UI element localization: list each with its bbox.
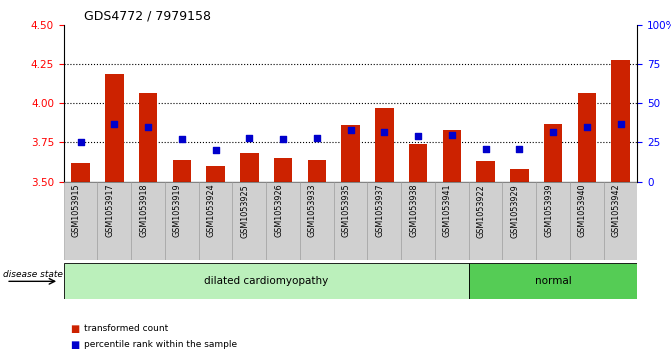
Bar — [300, 182, 333, 260]
Bar — [476, 161, 495, 182]
Bar — [232, 182, 266, 260]
Point — [615, 121, 626, 127]
Point — [176, 136, 187, 142]
Point — [446, 132, 457, 138]
Bar — [469, 182, 503, 260]
Text: GSM1053940: GSM1053940 — [578, 184, 587, 237]
Text: GSM1053941: GSM1053941 — [443, 184, 452, 237]
Point — [548, 129, 558, 134]
Text: disease state: disease state — [3, 270, 63, 279]
Bar — [266, 182, 300, 260]
Point — [278, 136, 289, 142]
Bar — [368, 182, 401, 260]
Bar — [469, 263, 637, 299]
Bar — [206, 166, 225, 182]
Text: GSM1053935: GSM1053935 — [342, 184, 350, 237]
Bar — [172, 160, 191, 182]
Text: GSM1053917: GSM1053917 — [105, 184, 114, 237]
Bar — [409, 144, 427, 182]
Text: normal: normal — [535, 276, 572, 286]
Point — [210, 147, 221, 153]
Bar — [375, 108, 394, 182]
Bar — [578, 93, 596, 182]
Text: GDS4772 / 7979158: GDS4772 / 7979158 — [84, 9, 211, 22]
Text: dilated cardiomyopathy: dilated cardiomyopathy — [204, 276, 328, 286]
Text: GSM1053919: GSM1053919 — [173, 184, 182, 237]
Bar — [97, 182, 132, 260]
Bar — [274, 158, 293, 182]
Bar — [240, 154, 258, 182]
Bar — [342, 125, 360, 182]
Text: GSM1053915: GSM1053915 — [72, 184, 81, 237]
Point — [514, 146, 525, 152]
Text: GSM1053937: GSM1053937 — [375, 184, 384, 237]
Bar — [307, 160, 326, 182]
Bar — [435, 182, 469, 260]
Text: GSM1053922: GSM1053922 — [476, 184, 486, 238]
Text: transformed count: transformed count — [84, 324, 168, 333]
Point — [75, 140, 86, 146]
Bar — [510, 169, 529, 182]
Text: GSM1053918: GSM1053918 — [139, 184, 148, 237]
Point — [345, 127, 356, 133]
Point — [311, 135, 322, 141]
Bar — [570, 182, 604, 260]
Bar — [544, 124, 562, 182]
Bar — [333, 182, 368, 260]
Bar — [443, 130, 461, 182]
Point — [413, 133, 423, 139]
Bar — [503, 182, 536, 260]
Text: percentile rank within the sample: percentile rank within the sample — [84, 340, 237, 349]
Bar — [165, 182, 199, 260]
Text: GSM1053933: GSM1053933 — [308, 184, 317, 237]
Bar — [611, 60, 630, 182]
Text: ■: ■ — [70, 323, 80, 334]
Text: GSM1053938: GSM1053938 — [409, 184, 418, 237]
Bar — [64, 263, 469, 299]
Point — [480, 146, 491, 152]
Bar — [139, 93, 158, 182]
Text: GSM1053929: GSM1053929 — [511, 184, 519, 238]
Bar — [536, 182, 570, 260]
Text: GSM1053925: GSM1053925 — [240, 184, 250, 238]
Point — [109, 121, 119, 127]
Bar — [604, 182, 637, 260]
Text: GSM1053924: GSM1053924 — [207, 184, 215, 237]
Bar — [132, 182, 165, 260]
Point — [582, 124, 592, 130]
Bar — [64, 182, 97, 260]
Text: GSM1053926: GSM1053926 — [274, 184, 283, 237]
Point — [143, 124, 154, 130]
Text: GSM1053939: GSM1053939 — [544, 184, 553, 237]
Point — [244, 135, 255, 141]
Bar — [401, 182, 435, 260]
Text: ■: ■ — [70, 340, 80, 350]
Bar — [71, 163, 90, 182]
Point — [379, 129, 390, 134]
Bar — [199, 182, 232, 260]
Text: GSM1053942: GSM1053942 — [611, 184, 621, 237]
Bar — [105, 74, 123, 182]
